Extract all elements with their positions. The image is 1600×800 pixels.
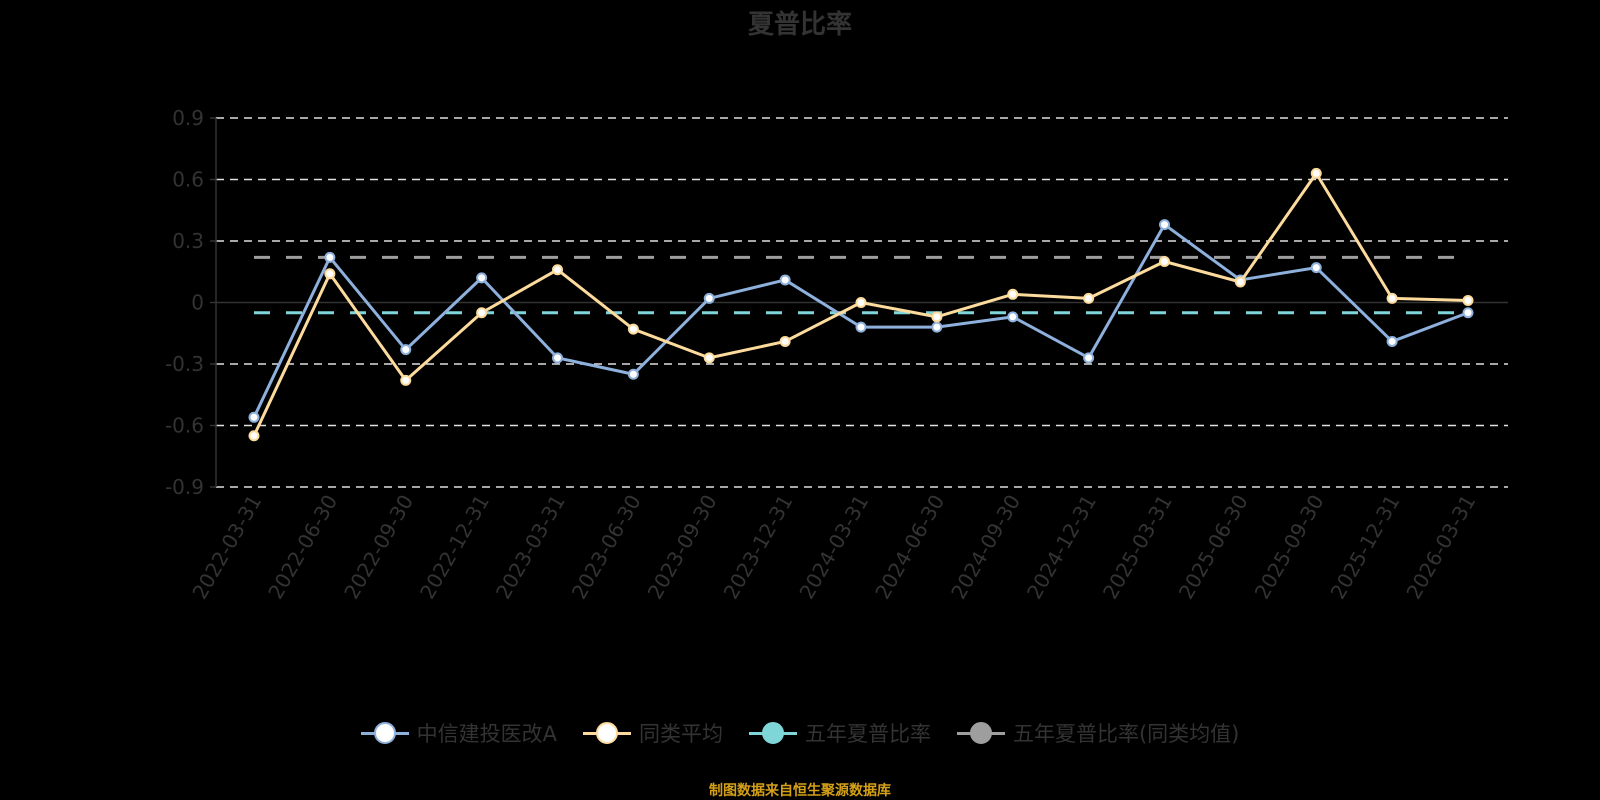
x-tick-label: 2024-06-30 [870,491,949,604]
legend-marker-icon [956,721,1005,745]
reference-lines [254,255,1468,315]
x-tick-label: 2024-09-30 [946,491,1025,604]
data-point[interactable] [1007,288,1019,300]
x-tick-label: 2023-06-30 [567,491,646,604]
data-point[interactable] [1007,311,1019,323]
line-chart: 0.9 0.6 0.3 0 -0.3 -0.6 -0.9 2022-03-312022-06… [165,106,1508,604]
legend-label: 同类平均 [638,722,723,746]
data-point[interactable] [1462,294,1474,306]
data-point[interactable] [1159,219,1170,231]
data-point[interactable] [779,274,791,286]
y-tick-label: -0.6 [165,414,204,438]
x-tick-label: 2025-12-31 [1326,491,1405,604]
data-point[interactable] [627,323,639,335]
data-point[interactable] [1234,276,1246,288]
x-tick-label: 2024-12-31 [1022,491,1101,604]
data-series [248,167,1474,442]
data-point[interactable] [552,352,563,364]
data-point[interactable] [476,272,488,284]
x-tick-label: 2025-09-30 [1250,491,1329,604]
x-tick-label: 2025-06-30 [1174,491,1253,604]
legend-label: 中信建投医改A [416,722,557,746]
legend-item-five-year[interactable]: 五年夏普比率 [748,718,931,748]
x-tick-label: 2023-12-31 [719,491,798,604]
data-point[interactable] [1386,292,1398,304]
legend-label: 五年夏普比率(同类均值) [1012,722,1240,746]
data-point[interactable] [476,307,488,319]
data-point[interactable] [1386,335,1398,347]
y-tick-label: -0.9 [165,475,204,499]
y-axis: 0.9 0.6 0.3 0 -0.3 -0.6 -0.9 [165,106,217,499]
legend-marker-icon [748,721,797,745]
data-point[interactable] [1159,256,1170,267]
x-tick-label: 2022-09-30 [339,491,418,604]
data-point[interactable] [1083,292,1095,304]
legend-marker-icon [360,721,409,745]
x-tick-label: 2026-03-31 [1401,491,1480,604]
data-point[interactable] [324,268,336,280]
data-point[interactable] [248,411,260,423]
data-point[interactable] [1462,307,1474,319]
legend-label: 五年夏普比率 [804,722,931,746]
legend-item-five-year-average[interactable]: 五年夏普比率(同类均值) [956,718,1240,748]
legend-item-fund[interactable]: 中信建投医改A [360,718,557,748]
x-tick-label: 2023-03-31 [491,491,570,604]
data-point[interactable] [855,297,867,308]
legend-marker-icon [582,721,631,745]
x-tick-label: 2022-03-31 [187,491,266,604]
x-tick-label: 2025-03-31 [1098,491,1177,604]
legend-item-average[interactable]: 同类平均 [582,718,723,748]
x-axis: 2022-03-312022-06-302022-09-302022-12-31… [187,301,1508,604]
x-tick-label: 2023-09-30 [643,491,722,604]
data-point[interactable] [248,430,260,442]
x-tick-label: 2022-06-30 [263,491,342,604]
x-tick-label: 2022-12-31 [415,491,494,604]
x-tick-label: 2024-03-31 [794,491,873,604]
data-point[interactable] [1310,262,1322,274]
y-tick-label: -0.3 [165,352,204,376]
source-note: 制图数据来自恒生聚源数据库 [709,783,891,799]
y-tick-label: 0.9 [172,106,204,130]
data-point[interactable] [552,264,563,276]
y-tick-label: 0.6 [172,168,204,192]
data-point[interactable] [703,352,715,364]
data-point[interactable] [400,344,412,356]
grid-lines [216,117,1508,488]
data-point[interactable] [627,368,639,380]
data-point[interactable] [931,311,943,323]
data-point[interactable] [400,374,412,386]
data-point[interactable] [931,321,943,333]
y-tick-label: 0 [191,291,204,315]
legend: 中信建投医改A 同类平均 五年夏普比率 五年夏普比率(同类均值) [0,718,1600,748]
chart-title: 夏普比率 [747,10,852,40]
data-point[interactable] [779,335,791,347]
data-point[interactable] [1083,352,1095,364]
data-point[interactable] [324,251,336,263]
data-point[interactable] [1310,167,1322,179]
y-tick-label: 0.3 [172,229,204,253]
data-point[interactable] [703,292,715,304]
data-point[interactable] [855,321,867,333]
